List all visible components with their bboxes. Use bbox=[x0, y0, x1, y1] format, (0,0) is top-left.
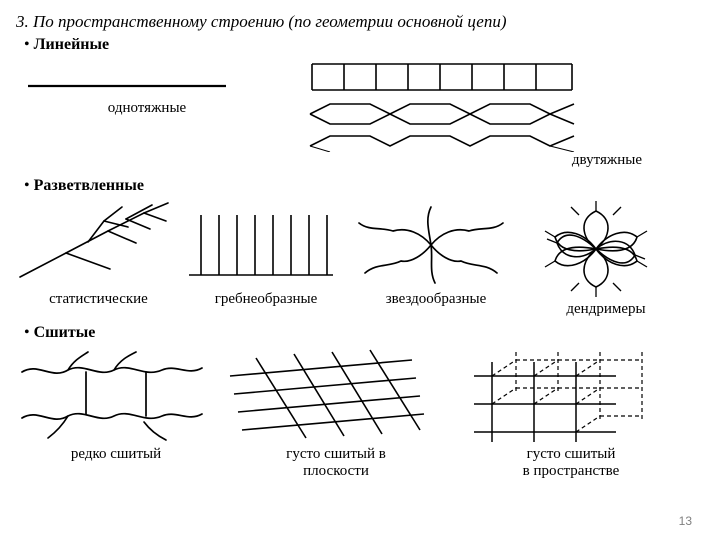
caption-star: звездообразные bbox=[351, 291, 521, 308]
diagram-double-strand bbox=[302, 56, 582, 152]
caption-statistical: статистические bbox=[16, 291, 181, 308]
cell-dense-plane: густо сшитый в плоскости bbox=[216, 346, 456, 480]
row-linear: однотяжные bbox=[22, 56, 704, 169]
diagram-dense-plane bbox=[216, 346, 436, 446]
cell-double-strand: двутяжные bbox=[302, 56, 682, 169]
caption-dense-space: густо сшитый в пространстве bbox=[456, 446, 686, 480]
bullet-branched: Разветвленные bbox=[24, 177, 704, 195]
caption-comb: гребнеобразные bbox=[181, 291, 351, 308]
cell-sparse: редко сшитый bbox=[16, 346, 216, 463]
cell-statistical: статистические bbox=[16, 197, 181, 308]
bullet-crosslinked: Сшитые bbox=[24, 324, 704, 342]
page-number: 13 bbox=[679, 514, 692, 528]
diagram-statistical bbox=[16, 197, 176, 291]
row-branched: статистические гребнеобразные bbox=[16, 197, 704, 318]
diagram-comb bbox=[181, 197, 341, 291]
caption-single: однотяжные bbox=[22, 100, 272, 117]
diagram-dense-space bbox=[456, 346, 656, 446]
caption-dense-plane: густо сшитый в плоскости bbox=[216, 446, 456, 480]
caption-double: двутяжные bbox=[302, 152, 682, 169]
bullet-linear: Линейные bbox=[24, 36, 704, 54]
cell-single-strand: однотяжные bbox=[22, 56, 272, 117]
caption-sparse: редко сшитый bbox=[16, 446, 216, 463]
cell-comb: гребнеобразные bbox=[181, 197, 351, 308]
cell-dense-space: густо сшитый в пространстве bbox=[456, 346, 686, 480]
section-heading: 3. По пространственному строению (по гео… bbox=[16, 12, 704, 32]
diagram-dendrimer bbox=[521, 197, 671, 301]
diagram-single-strand bbox=[22, 56, 232, 100]
caption-dendrimer: дендримеры bbox=[521, 301, 691, 318]
cell-star: звездообразные bbox=[351, 197, 521, 308]
diagram-sparse bbox=[16, 346, 206, 446]
diagram-star bbox=[351, 197, 511, 291]
row-crosslinked: редко сшитый густо сшитый в плоскости bbox=[16, 346, 704, 480]
cell-dendrimer: дендримеры bbox=[521, 197, 691, 318]
